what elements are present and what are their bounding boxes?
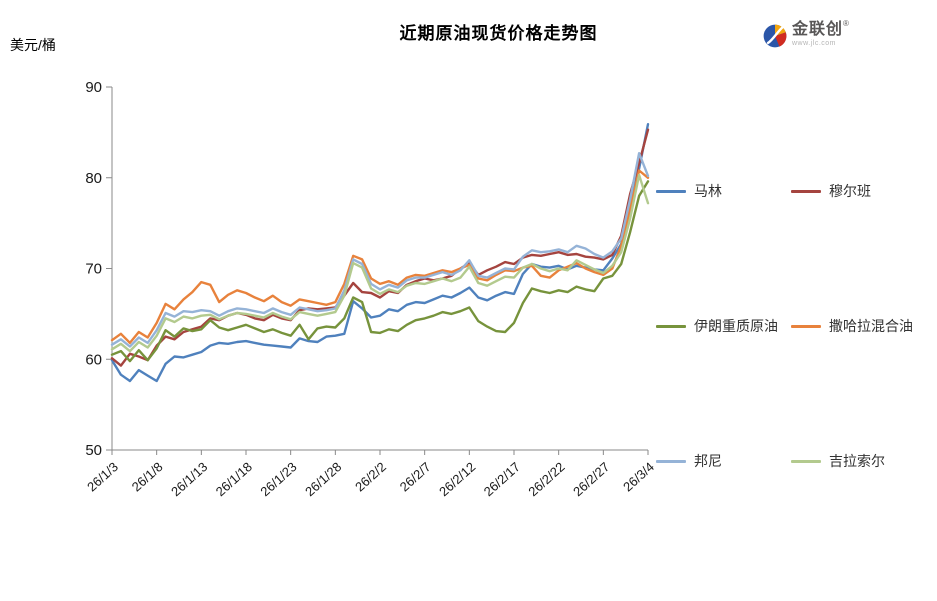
legend-label-bonny: 邦尼 xyxy=(694,453,722,469)
legend-swatch-malin xyxy=(656,189,686,193)
series-line-0 xyxy=(110,122,650,383)
jlc-logo-textcol: 金联创 ® www.jlc.com xyxy=(792,19,849,48)
series-line-4 xyxy=(110,151,650,348)
series-line-5 xyxy=(110,173,650,353)
legend-swatch-bonny xyxy=(656,459,686,463)
series-line-2 xyxy=(110,180,650,363)
y-tick-label: 90 xyxy=(85,79,102,96)
legend-label-malin: 马林 xyxy=(694,183,722,199)
legend-item-malin: 马林 xyxy=(656,182,722,200)
jlc-logo-text: 金联创 xyxy=(792,21,844,38)
y-tick-label: 80 xyxy=(85,170,102,187)
x-tick-label: 26/3/4 xyxy=(620,459,657,494)
legend-item-sahara-blend: 撒哈拉混合油 xyxy=(791,317,913,335)
x-tick-label: 26/2/2 xyxy=(352,459,389,494)
jlc-logo-icon xyxy=(763,24,787,48)
chart-title: 近期原油现货价格走势图 xyxy=(399,24,598,43)
legend-swatch-iran-heavy xyxy=(656,324,686,328)
series-line-1 xyxy=(110,128,650,367)
y-tick-label: 70 xyxy=(85,261,102,278)
x-tick-label: 26/2/7 xyxy=(397,459,434,494)
legend-label-murban: 穆尔班 xyxy=(829,183,871,199)
x-tick-label: 26/1/13 xyxy=(168,459,210,499)
legend-item-bonny: 邦尼 xyxy=(656,452,722,470)
legend-label-girassol: 吉拉索尔 xyxy=(829,453,885,469)
legend-label-sahara-blend: 撒哈拉混合油 xyxy=(829,318,913,334)
legend-label-iran-heavy: 伊朗重质原油 xyxy=(694,318,778,334)
legend-swatch-sahara-blend xyxy=(791,324,821,328)
x-tick-label: 26/1/28 xyxy=(302,459,344,499)
legend-item-murban: 穆尔班 xyxy=(791,182,871,200)
legend-item-iran-heavy: 伊朗重质原油 xyxy=(656,317,778,335)
x-tick-label: 26/1/23 xyxy=(257,459,299,499)
y-tick-label: 50 xyxy=(85,442,102,459)
jlc-logo-site: www.jlc.com xyxy=(792,40,837,47)
legend-swatch-murban xyxy=(791,189,821,193)
jlc-logo: 金联创 ® www.jlc.com xyxy=(762,19,849,49)
x-tick-label: 26/2/27 xyxy=(570,459,612,499)
x-tick-label: 26/1/3 xyxy=(84,459,121,494)
legend-item-girassol: 吉拉索尔 xyxy=(791,452,885,470)
x-tick-label: 26/1/8 xyxy=(129,459,166,494)
series-line-3 xyxy=(110,169,650,345)
y-axis-unit-label: 美元/桶 xyxy=(10,37,56,53)
x-tick-label: 26/2/12 xyxy=(436,459,478,499)
x-tick-label: 26/2/22 xyxy=(525,459,567,499)
x-tick-label: 26/1/18 xyxy=(213,459,255,499)
x-tick-label: 26/2/17 xyxy=(481,459,523,499)
registered-mark-icon: ® xyxy=(843,19,849,28)
legend-swatch-girassol xyxy=(791,459,821,463)
y-tick-label: 60 xyxy=(85,351,102,368)
